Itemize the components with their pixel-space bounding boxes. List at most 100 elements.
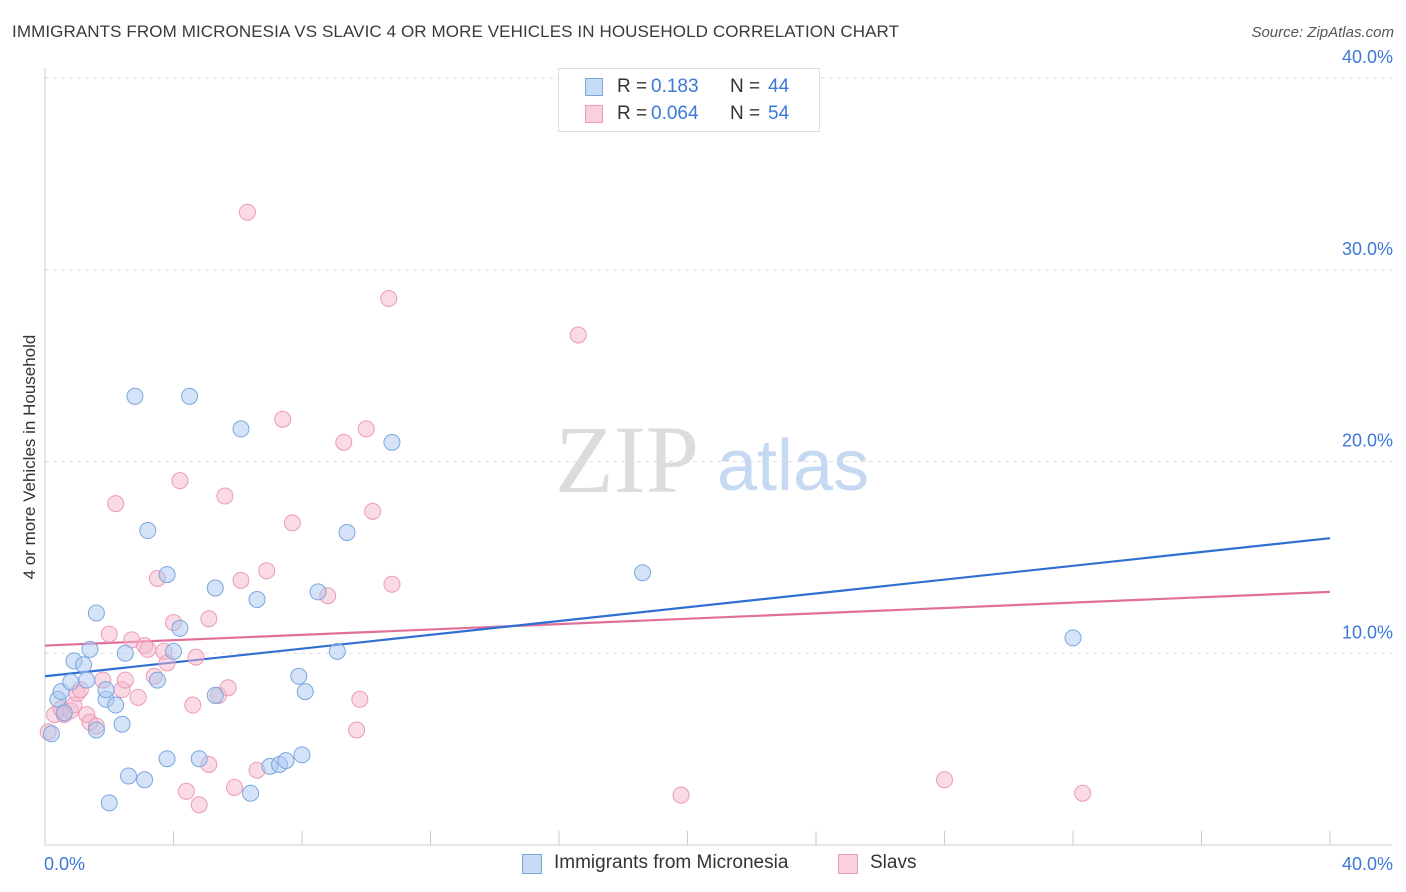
data-point-slavs xyxy=(274,410,292,428)
data-point-micronesia xyxy=(126,387,144,405)
data-point-slavs xyxy=(351,690,369,708)
watermark-atlas: atlas xyxy=(717,426,869,506)
data-point-micronesia xyxy=(232,420,250,438)
data-point-micronesia xyxy=(78,671,96,689)
bottom-legend-label: Immigrants from Micronesia xyxy=(554,852,789,873)
data-point-micronesia xyxy=(248,591,266,609)
bottom-legend-label: Slavs xyxy=(870,852,917,873)
legend-n-value: 54 xyxy=(768,103,790,124)
legend-r-label: R = xyxy=(617,76,648,97)
y-tick-label: 10.0% xyxy=(1342,622,1393,642)
data-point-slavs xyxy=(171,472,189,490)
data-point-slavs xyxy=(1074,784,1092,802)
data-point-micronesia xyxy=(634,564,652,582)
data-point-slavs xyxy=(129,688,147,706)
data-point-micronesia xyxy=(158,750,176,768)
y-tick-label: 30.0% xyxy=(1342,239,1393,259)
data-point-micronesia xyxy=(190,750,208,768)
data-point-slavs xyxy=(139,640,157,658)
bottom-legend-swatch-micronesia xyxy=(522,854,542,874)
data-point-micronesia xyxy=(1064,629,1082,647)
data-point-micronesia xyxy=(100,794,118,812)
legend-r-label: R = xyxy=(617,103,648,124)
data-point-micronesia xyxy=(309,583,327,601)
data-point-micronesia xyxy=(383,433,401,451)
trend-line-micronesia xyxy=(44,537,1331,678)
stats-legend: R = 0.183 N = 44 R = 0.064 N = 54 xyxy=(558,68,820,132)
tick-labels: 10.0% 20.0% 30.0% 40.0% 0.0% 40.0% xyxy=(44,47,1393,874)
data-point-slavs xyxy=(283,514,301,532)
data-point-micronesia xyxy=(87,721,105,739)
bottom-legend-swatch-slavs xyxy=(838,854,858,874)
data-point-micronesia xyxy=(42,725,60,743)
watermark-zip: ZIP xyxy=(555,406,699,513)
legend-n-label: N = xyxy=(730,103,761,124)
legend-r-value: 0.183 xyxy=(651,76,699,97)
data-point-micronesia xyxy=(181,387,199,405)
data-point-micronesia xyxy=(206,579,224,597)
y-axis-label: 4 or more Vehicles in Household xyxy=(20,334,39,580)
data-point-micronesia xyxy=(165,642,182,660)
data-points xyxy=(39,203,1092,814)
data-point-slavs xyxy=(187,648,205,666)
data-point-slavs xyxy=(672,786,690,804)
data-point-slavs xyxy=(357,420,375,438)
legend-n-value: 44 xyxy=(768,76,790,97)
data-point-slavs xyxy=(238,203,256,221)
y-tick-label: 20.0% xyxy=(1342,431,1393,451)
watermark: ZIP atlas xyxy=(555,406,869,513)
data-point-micronesia xyxy=(116,644,134,662)
data-point-micronesia xyxy=(87,604,105,622)
data-point-slavs xyxy=(184,696,202,714)
data-point-micronesia xyxy=(62,673,80,691)
legend-swatch-micronesia xyxy=(585,78,603,96)
data-point-micronesia xyxy=(75,656,93,674)
legend-r-value: 0.064 xyxy=(651,103,699,124)
data-point-micronesia xyxy=(290,667,308,685)
data-point-slavs xyxy=(936,771,953,789)
data-point-micronesia xyxy=(171,619,189,637)
data-point-slavs xyxy=(335,433,353,451)
data-point-micronesia xyxy=(148,671,166,689)
data-point-micronesia xyxy=(136,771,154,789)
data-point-slavs xyxy=(348,721,366,739)
chart-title: IMMIGRANTS FROM MICRONESIA VS SLAVIC 4 O… xyxy=(12,22,900,41)
trend-lines xyxy=(44,537,1331,678)
data-point-micronesia xyxy=(277,752,295,770)
data-point-slavs xyxy=(177,782,195,800)
y-tick-label: 40.0% xyxy=(1342,47,1393,67)
data-point-slavs xyxy=(232,571,250,589)
data-point-slavs xyxy=(258,562,276,580)
x-tick-label: 40.0% xyxy=(1342,854,1393,874)
legend-swatch-slavs xyxy=(585,105,603,123)
axes xyxy=(44,68,1392,846)
data-point-micronesia xyxy=(97,681,115,699)
trend-line-slavs xyxy=(44,590,1331,647)
data-point-micronesia xyxy=(293,746,311,764)
data-point-slavs xyxy=(383,575,401,593)
data-point-micronesia xyxy=(206,686,224,704)
legend-n-label: N = xyxy=(730,76,761,97)
data-point-micronesia xyxy=(113,715,131,733)
data-point-micronesia xyxy=(242,784,260,802)
data-point-micronesia xyxy=(328,642,346,660)
data-point-slavs xyxy=(226,778,244,796)
data-point-micronesia xyxy=(338,523,356,541)
data-point-slavs xyxy=(190,796,208,814)
data-point-micronesia xyxy=(107,696,125,714)
x-tick-label: 0.0% xyxy=(44,854,85,874)
data-point-micronesia xyxy=(55,704,73,722)
data-point-slavs xyxy=(364,502,382,520)
data-point-micronesia xyxy=(296,683,314,701)
data-point-micronesia xyxy=(158,566,176,584)
gridlines xyxy=(45,77,1392,654)
data-point-slavs xyxy=(219,679,237,697)
data-point-slavs xyxy=(380,290,398,308)
data-point-slavs xyxy=(200,610,218,628)
data-point-micronesia xyxy=(139,522,157,540)
data-point-slavs xyxy=(100,625,118,643)
data-point-slavs xyxy=(216,487,234,505)
data-point-micronesia xyxy=(120,767,138,785)
data-point-slavs xyxy=(116,671,134,689)
